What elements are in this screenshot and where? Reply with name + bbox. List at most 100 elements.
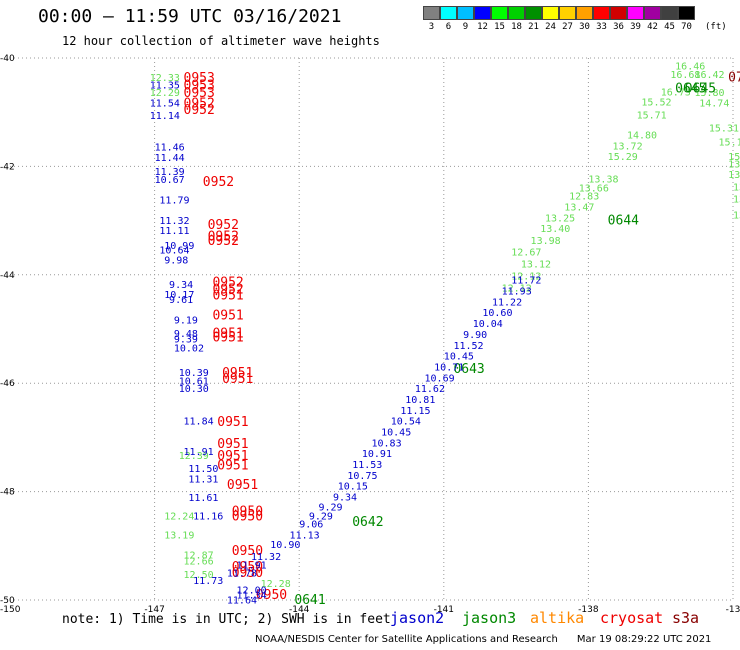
data-label-jason3: 0643 xyxy=(453,362,484,377)
data-label-cryosat: 0951 xyxy=(212,326,243,341)
data-label-jason2: 11.16 xyxy=(193,511,223,522)
data-label-jason2: 11.22 xyxy=(492,297,522,308)
data-label-jason2: 11.53 xyxy=(352,460,382,471)
data-label-jason2: 10.90 xyxy=(270,540,300,551)
data-label-s3a: 07 xyxy=(728,71,740,86)
color-scale-unit: (ft) xyxy=(705,22,727,32)
data-label-cryosat: 0951 xyxy=(217,437,248,452)
data-label-jason2: 10.30 xyxy=(179,384,209,395)
data-label-jason2: 12.00 xyxy=(237,586,267,597)
data-label-jason2: 11.14 xyxy=(150,111,180,122)
data-label-jason2: 11.13 xyxy=(290,530,320,541)
data-label-jason3: 12.33 xyxy=(150,73,180,84)
data-label-cryosat: 0950 xyxy=(232,566,263,581)
data-label-cryosat: 0953 xyxy=(184,79,215,94)
data-label-jason3: 15.52 xyxy=(641,97,671,108)
data-label-jason2: 10.99 xyxy=(164,241,194,252)
scale-label: 24 xyxy=(545,22,556,32)
data-label-jason2: 11.84 xyxy=(184,417,214,428)
scale-label: 12 xyxy=(477,22,488,32)
data-label-jason3: 13.9 xyxy=(733,194,740,205)
data-label-jason2: 9.34 xyxy=(169,280,193,291)
data-label-jason2: 10.71 xyxy=(434,362,464,373)
scale-swatch xyxy=(525,6,542,20)
data-label-jason2: 11.93 xyxy=(502,287,532,298)
data-label-cryosat: 0950 xyxy=(232,510,263,525)
color-scale-labels: 3 6 9 12 15 18 21 24 27 30 33 36 39 42 45 70 xyxy=(423,22,695,32)
data-label-jason2: 9.39 xyxy=(174,334,198,345)
data-label-jason3: 0645 xyxy=(675,81,706,96)
data-label-jason2: 11.32 xyxy=(251,552,281,563)
scale-label: 45 xyxy=(664,22,675,32)
data-label-jason2: 11.39 xyxy=(155,167,185,178)
data-label-jason3: 0642 xyxy=(352,515,383,530)
data-label-jason3: 13.66 xyxy=(579,184,609,195)
scale-swatch xyxy=(610,6,627,20)
data-label-jason2: 10.60 xyxy=(482,308,512,319)
data-label-jason2: 11.62 xyxy=(415,384,445,395)
y-tick-label: -46 xyxy=(0,379,15,389)
data-label-jason3: 12.12 xyxy=(511,271,541,282)
data-label-cryosat: 0950 xyxy=(232,505,263,520)
data-label-cryosat: 0952 xyxy=(184,103,215,118)
data-label-cryosat: 0953 xyxy=(184,71,215,86)
scale-swatch xyxy=(491,6,508,20)
data-label-cryosat: 0951 xyxy=(212,288,243,303)
data-label-jason2: 10.64 xyxy=(159,245,189,256)
data-label-jason3: 13.38 xyxy=(588,174,618,185)
scale-label: 39 xyxy=(630,22,641,32)
data-label-jason3: 12.39 xyxy=(179,451,209,462)
data-label-jason2: 10.81 xyxy=(405,395,435,406)
data-label-jason3: 12.50 xyxy=(184,570,214,581)
data-label-jason2: 11.34 xyxy=(237,591,267,602)
scale-label: 42 xyxy=(647,22,658,32)
data-label-jason2: 10.04 xyxy=(473,319,503,330)
data-label-jason3: 13.12 xyxy=(521,259,551,270)
data-label-jason3: 16.73 xyxy=(661,88,691,99)
chart-title: 00:00 – 11:59 UTC 03/16/2021 xyxy=(38,6,342,27)
data-label-cryosat: 0950 xyxy=(232,544,263,559)
data-label-jason3: 15.71 xyxy=(637,110,667,121)
data-label-cryosat: 0952 xyxy=(203,175,234,190)
data-label-jason2: 9.19 xyxy=(174,315,198,326)
data-label-jason2: 10.61 xyxy=(179,377,209,388)
data-label-jason3: 15.31 xyxy=(709,123,739,134)
data-label-cryosat: 0950 xyxy=(256,588,287,603)
x-tick-label: -138 xyxy=(578,605,599,615)
scale-swatch xyxy=(423,6,440,20)
y-tick-label: -42 xyxy=(0,162,15,172)
data-label-jason2: 11.61 xyxy=(188,493,218,504)
data-label-cryosat: 0951 xyxy=(212,331,243,346)
data-label-jason3: 0641 xyxy=(294,593,325,608)
chart-subtitle: 12 hour collection of altimeter wave hei… xyxy=(62,34,380,48)
scale-label: 36 xyxy=(613,22,624,32)
data-label-jason3: 13.19 xyxy=(164,530,194,541)
scale-label: 27 xyxy=(562,22,573,32)
data-label-cryosat: 0951 xyxy=(222,372,253,387)
data-label-jason3: 0645 xyxy=(685,81,716,96)
scale-swatch xyxy=(678,6,695,20)
data-label-jason2: 10.83 xyxy=(372,438,402,449)
scale-label: 3 xyxy=(428,22,435,32)
data-label-cryosat: 0951 xyxy=(217,459,248,474)
data-label-cryosat: 0952 xyxy=(184,97,215,112)
scale-label: 70 xyxy=(681,22,692,32)
data-label-jason3: 12.29 xyxy=(150,88,180,99)
data-label-jason2: 10.69 xyxy=(425,373,455,384)
scale-swatch xyxy=(644,6,661,20)
data-label-jason3: 13.25 xyxy=(545,213,575,224)
footer-note: note: 1) Time is in UTC; 2) SWH is in fe… xyxy=(62,612,391,627)
data-label-jason2: 11.54 xyxy=(150,98,180,109)
data-label-jason2: 11.44 xyxy=(155,153,185,164)
scale-swatch xyxy=(661,6,678,20)
data-label-cryosat: 0951 xyxy=(217,415,248,430)
data-label-jason3: 15.29 xyxy=(608,152,638,163)
scale-swatch xyxy=(627,6,644,20)
data-label-jason2: 9.48 xyxy=(174,329,198,340)
scale-label: 33 xyxy=(596,22,607,32)
data-label-jason3: 13.72 xyxy=(613,141,643,152)
satellite-jason3: jason3 xyxy=(462,609,517,627)
data-label-jason3: 13.68 xyxy=(728,170,740,181)
data-label-jason3: 12.24 xyxy=(164,511,194,522)
data-label-cryosat: 0952 xyxy=(208,229,239,244)
